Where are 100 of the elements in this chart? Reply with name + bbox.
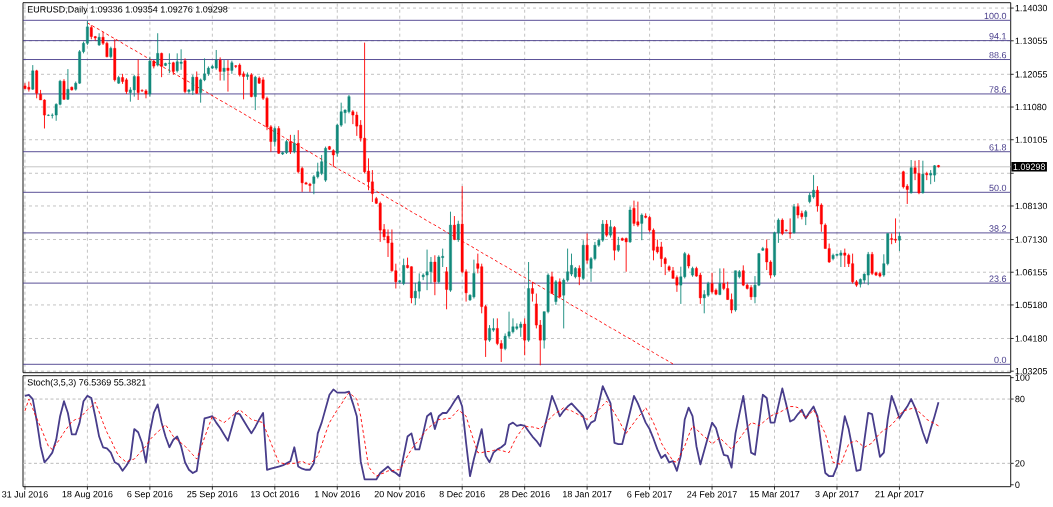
ref-line-label: 23.6 (989, 275, 1007, 282)
ref-line-label: 78.6 (989, 86, 1007, 93)
y-tick-label: 1.12055 (1015, 71, 1048, 78)
x-tick-label: 6 Feb 2017 (627, 490, 672, 498)
candlestick (66, 68, 70, 101)
candlestick (601, 219, 605, 243)
ref-line-label: 100.0 (984, 12, 1007, 20)
candlestick (523, 317, 527, 356)
candlestick (433, 254, 437, 296)
candlestick (456, 220, 460, 243)
candlestick (156, 32, 160, 67)
candlestick (175, 52, 179, 73)
candlestick (550, 271, 554, 294)
candlestick (43, 98, 46, 129)
x-tick-label: 15 Mar 2017 (749, 490, 800, 498)
candlestick (624, 237, 628, 273)
candlestick (222, 59, 226, 81)
candlestick (851, 253, 854, 284)
y-tick-label: 1.05180 (1015, 301, 1048, 309)
ref-line-label: 94.1 (989, 33, 1007, 40)
candlestick (659, 241, 663, 268)
x-tick-label: 6 Sep 2016 (127, 490, 173, 500)
y-tick-label: 1.13055 (1015, 37, 1048, 44)
ref-line-label: 88.6 (989, 51, 1007, 59)
candlestick (613, 225, 616, 261)
candlestick (554, 279, 558, 306)
candlestick (253, 75, 257, 111)
candlestick (308, 182, 312, 193)
y-tick-label: 1.10105 (1015, 136, 1048, 143)
candlestick (632, 200, 636, 227)
candlestick (894, 217, 897, 244)
candlestick (413, 282, 417, 306)
candlestick (718, 267, 722, 296)
y-tick-label: 100 (1015, 374, 1030, 381)
candlestick (640, 212, 644, 241)
candlestick (577, 264, 581, 286)
candlestick (495, 317, 499, 346)
ref-line-label: 50.0 (989, 184, 1007, 192)
chart-title: EURUSD,Daily 1.09336 1.09354 1.09276 1.09298 (27, 5, 228, 15)
ref-line-label: 1.09298 (1013, 163, 1046, 170)
candlestick (898, 232, 901, 252)
y-tick-label: 1.03205 (1015, 368, 1048, 375)
y-tick-label: 1.11080 (1015, 103, 1047, 111)
candlestick (585, 233, 589, 265)
candlestick (371, 169, 374, 203)
x-tick-label: 18 Jan 2017 (563, 490, 612, 498)
candlestick (839, 249, 843, 268)
candlestick (675, 274, 679, 293)
x-tick-label: 20 Nov 2016 (374, 490, 425, 498)
candlestick (570, 253, 573, 277)
y-tick-label: 1.06155 (1015, 269, 1048, 276)
candlestick (292, 134, 296, 154)
candlestick (866, 251, 870, 286)
x-tick-label: 18 Aug 2016 (62, 490, 113, 500)
candlestick (788, 217, 792, 239)
candlestick (636, 201, 640, 228)
x-tick-label: 8 Dec 2016 (439, 490, 485, 498)
candlestick (31, 64, 35, 91)
ref-line-label: 61.8 (989, 144, 1007, 151)
x-tick-label: 31 Jul 2016 (2, 490, 48, 498)
y-tick-label: 20 (1015, 460, 1025, 467)
chart-title: Stoch(3,5,3) 76.5369 55.3821 (27, 378, 146, 388)
x-tick-label: 21 Apr 2017 (875, 490, 924, 500)
x-tick-label: 25 Sep 2016 (187, 490, 238, 500)
y-tick-label: 1.14030 (1015, 4, 1048, 12)
candlestick (27, 81, 31, 93)
candlestick (214, 49, 218, 71)
candlestick (136, 58, 140, 101)
x-tick-label: 1 Nov 2016 (314, 490, 360, 498)
y-tick-label: 1.08130 (1015, 202, 1048, 210)
candlestick (698, 272, 702, 305)
candlestick (132, 74, 136, 98)
y-tick-label: 1.07130 (1015, 236, 1048, 243)
candlestick (445, 266, 448, 310)
x-tick-label: 28 Dec 2016 (499, 490, 550, 498)
candlestick (168, 52, 171, 74)
candlestick (218, 56, 222, 81)
candlestick (347, 94, 351, 114)
candlestick (710, 272, 714, 294)
y-tick-label: 80 (1015, 395, 1025, 403)
ref-line-label: 0.0 (994, 356, 1007, 364)
x-tick-label: 13 Oct 2016 (250, 490, 299, 498)
x-tick-label: 3 Apr 2017 (815, 490, 859, 500)
candlestick (921, 160, 925, 195)
candlestick (453, 215, 456, 241)
x-tick-label: 24 Feb 2017 (687, 490, 737, 498)
candlestick (890, 233, 894, 245)
y-tick-label: 0 (1015, 481, 1020, 488)
y-tick-label: 1.04180 (1015, 335, 1048, 342)
candlestick (558, 277, 562, 300)
candlestick (195, 71, 199, 95)
candlestick (144, 88, 148, 99)
candlestick (62, 78, 66, 101)
candlestick (273, 126, 277, 148)
candlestick (250, 72, 253, 98)
ref-line-label: 38.2 (989, 225, 1007, 232)
candlestick (425, 249, 429, 291)
candlestick (160, 52, 163, 78)
candlestick (531, 281, 534, 303)
candlestick (812, 174, 815, 200)
